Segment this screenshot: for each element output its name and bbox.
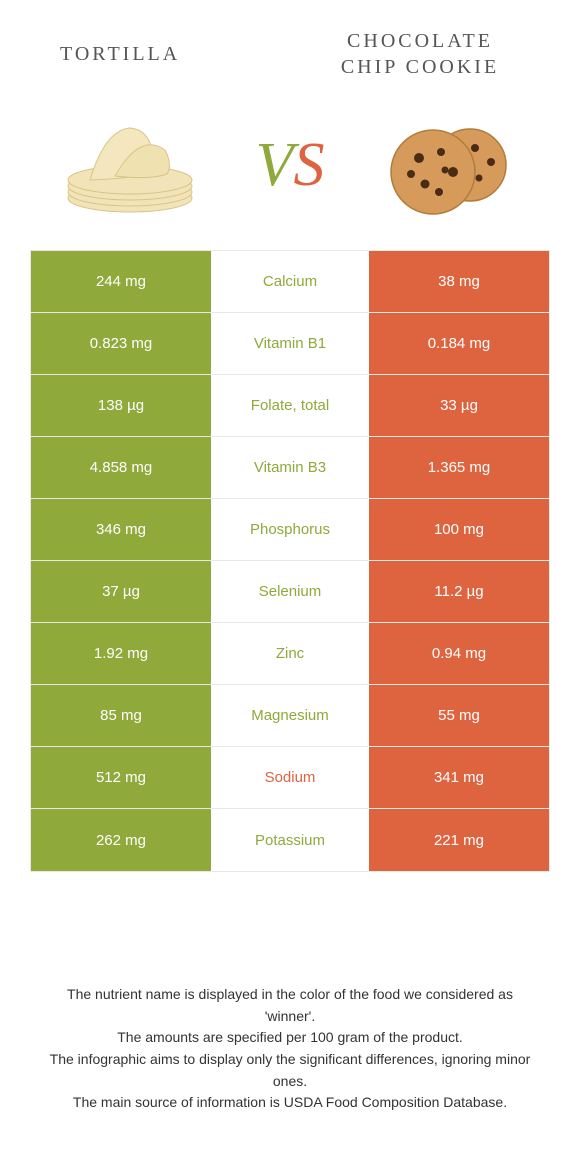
- nutrient-label: Vitamin B3: [211, 437, 369, 498]
- cookie-image: [375, 110, 525, 220]
- right-value: 221 mg: [369, 809, 549, 871]
- footer-line4: The main source of information is USDA F…: [40, 1092, 540, 1114]
- footer-line3: The infographic aims to display only the…: [40, 1049, 540, 1092]
- right-value: 55 mg: [369, 685, 549, 746]
- footer-line2: The amounts are specified per 100 gram o…: [40, 1027, 540, 1049]
- left-value: 512 mg: [31, 747, 211, 808]
- nutrient-label: Selenium: [211, 561, 369, 622]
- nutrient-label: Magnesium: [211, 685, 369, 746]
- right-value: 0.184 mg: [369, 313, 549, 374]
- title-right: CHOCOLATE CHIP COOKIE: [300, 28, 540, 80]
- title-right-line2: CHIP COOKIE: [300, 54, 540, 80]
- right-value: 38 mg: [369, 251, 549, 312]
- table-row: 0.823 mgVitamin B10.184 mg: [31, 313, 549, 375]
- right-value: 33 µg: [369, 375, 549, 436]
- vs-row: VS: [0, 90, 580, 250]
- nutrient-label: Vitamin B1: [211, 313, 369, 374]
- left-value: 262 mg: [31, 809, 211, 871]
- left-value: 85 mg: [31, 685, 211, 746]
- nutrient-label: Sodium: [211, 747, 369, 808]
- table-row: 262 mgPotassium221 mg: [31, 809, 549, 871]
- right-value: 1.365 mg: [369, 437, 549, 498]
- tortilla-image: [55, 110, 205, 220]
- nutrient-label: Zinc: [211, 623, 369, 684]
- vs-v: V: [256, 130, 294, 201]
- vs-s: S: [293, 130, 324, 201]
- table-row: 1.92 mgZinc0.94 mg: [31, 623, 549, 685]
- table-row: 4.858 mgVitamin B31.365 mg: [31, 437, 549, 499]
- table-row: 85 mgMagnesium55 mg: [31, 685, 549, 747]
- table-row: 244 mgCalcium38 mg: [31, 251, 549, 313]
- table-row: 138 µgFolate, total33 µg: [31, 375, 549, 437]
- footer-notes: The nutrient name is displayed in the co…: [0, 944, 580, 1174]
- nutrient-label: Folate, total: [211, 375, 369, 436]
- right-value: 11.2 µg: [369, 561, 549, 622]
- nutrient-label: Phosphorus: [211, 499, 369, 560]
- left-value: 0.823 mg: [31, 313, 211, 374]
- left-value: 37 µg: [31, 561, 211, 622]
- table-row: 37 µgSelenium11.2 µg: [31, 561, 549, 623]
- comparison-table: 244 mgCalcium38 mg0.823 mgVitamin B10.18…: [30, 250, 550, 872]
- title-right-line1: CHOCOLATE: [300, 28, 540, 54]
- nutrient-label: Calcium: [211, 251, 369, 312]
- left-value: 4.858 mg: [31, 437, 211, 498]
- left-value: 346 mg: [31, 499, 211, 560]
- title-left: TORTILLA: [40, 41, 300, 67]
- left-value: 138 µg: [31, 375, 211, 436]
- header: TORTILLA CHOCOLATE CHIP COOKIE: [0, 0, 580, 90]
- vs-label: VS: [256, 130, 325, 201]
- right-value: 100 mg: [369, 499, 549, 560]
- footer-line1: The nutrient name is displayed in the co…: [40, 984, 540, 1027]
- table-row: 512 mgSodium341 mg: [31, 747, 549, 809]
- right-value: 341 mg: [369, 747, 549, 808]
- left-value: 244 mg: [31, 251, 211, 312]
- nutrient-label: Potassium: [211, 809, 369, 871]
- table-row: 346 mgPhosphorus100 mg: [31, 499, 549, 561]
- left-value: 1.92 mg: [31, 623, 211, 684]
- right-value: 0.94 mg: [369, 623, 549, 684]
